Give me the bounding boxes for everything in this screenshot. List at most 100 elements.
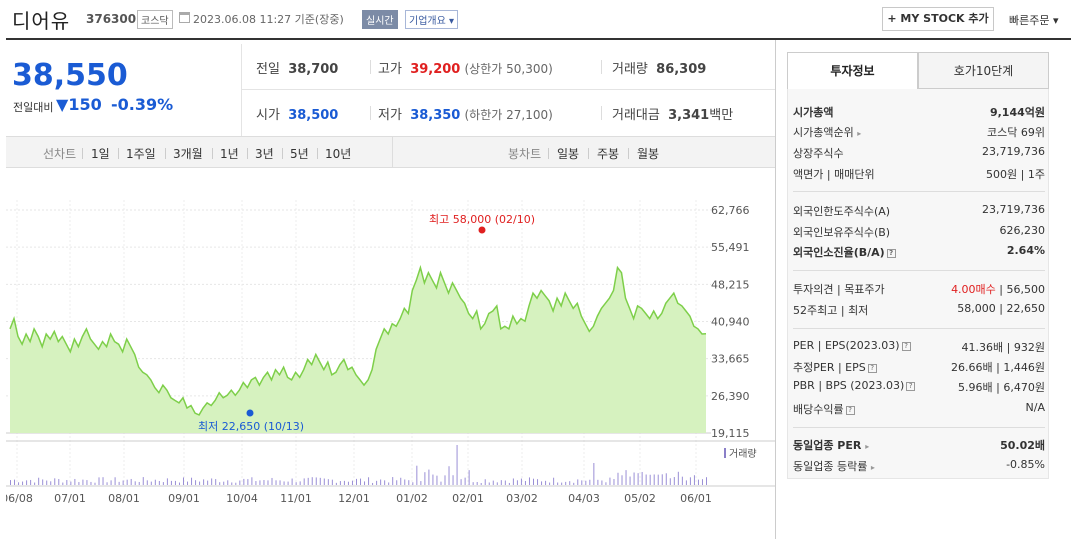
realtime-badge[interactable]: 실시간 <box>362 10 398 29</box>
tab-weekly[interactable]: 주봉 <box>597 147 620 161</box>
tab-3m[interactable]: 3개월 <box>173 147 203 161</box>
volume-bar <box>66 480 68 485</box>
volume-bar <box>271 477 273 485</box>
volume-bar <box>243 478 245 485</box>
per-value: 41.36배 <box>961 341 1004 354</box>
trade-amount: 거래대금 3,341백만 <box>612 104 733 123</box>
tab-invest-info[interactable]: 투자정보 <box>787 52 918 89</box>
target-label: 목표주가 <box>844 283 885 296</box>
sector-per-label: 동일업종 PER <box>793 439 862 452</box>
eps-label: EPS(2023.03) <box>824 339 900 352</box>
quick-order-dropdown[interactable]: 빠른주문 ▾ <box>1009 12 1059 28</box>
tab-daily[interactable]: 일봉 <box>557 147 580 161</box>
volume-bar <box>633 472 635 485</box>
help-icon[interactable]: ? <box>906 381 916 391</box>
y-tick-label: 62,766 <box>711 204 750 217</box>
low-label: 저가 <box>378 108 402 123</box>
volume-bar <box>178 482 180 485</box>
volume-bar <box>315 477 317 485</box>
divider <box>601 60 602 74</box>
volume-bar <box>673 477 675 485</box>
volume-bar <box>657 474 659 485</box>
divider <box>247 148 248 159</box>
est-eps-value: 1,446원 <box>1003 361 1045 374</box>
volume-bar <box>267 480 269 485</box>
volume-bar <box>613 479 615 485</box>
volume-bar <box>665 473 667 485</box>
volume-bars <box>10 445 707 485</box>
volume-bar <box>380 479 382 485</box>
tab-10y[interactable]: 10년 <box>325 147 352 161</box>
x-tick-label: 10/04 <box>226 492 258 505</box>
volume-bar <box>561 482 563 485</box>
volume-bar <box>146 480 148 485</box>
volume-bar <box>295 482 297 485</box>
volume-legend-swatch <box>724 448 726 458</box>
volume-bar <box>565 481 567 485</box>
foreign-limit-row: 외국인한도주식수(A) 23,719,736 <box>793 203 1045 221</box>
tab-order-book[interactable]: 호가10단계 <box>918 52 1049 89</box>
help-icon[interactable]: ? <box>901 341 911 351</box>
tab-1y[interactable]: 1년 <box>220 147 239 161</box>
volume-bar <box>392 477 394 485</box>
period-tab-bar <box>6 136 775 168</box>
tab-1d[interactable]: 1일 <box>91 147 110 161</box>
divider <box>212 148 213 159</box>
unit-value: 1주 <box>1027 168 1045 181</box>
volume-bar <box>126 479 128 485</box>
y-tick-label: 26,390 <box>711 390 750 403</box>
volume-bar <box>311 477 313 485</box>
price-chart[interactable]: 62,766 55,491 48,215 40,940 33,665 26,390 19,1… <box>6 195 775 515</box>
bps-value: 6,470원 <box>1003 381 1045 394</box>
volume-bar <box>416 465 418 485</box>
open-price: 시가 38,500 <box>256 104 338 123</box>
volume-bar <box>476 482 478 485</box>
help-icon[interactable]: ? <box>845 405 855 415</box>
x-tick-label: 05/02 <box>624 492 656 505</box>
volume-bar <box>689 477 691 485</box>
volume-bar <box>541 481 543 485</box>
volume-bar <box>94 482 96 485</box>
volume-bar <box>524 480 526 485</box>
tab-3y[interactable]: 3년 <box>255 147 274 161</box>
shares-label: 상장주식수 <box>793 147 844 160</box>
volume-bar <box>649 474 651 485</box>
volume-bar <box>207 480 209 485</box>
volume-bar <box>677 471 679 485</box>
foreign-hold-label: 외국인보유주식수(B) <box>793 226 891 239</box>
volume-bar <box>504 480 506 485</box>
volume-bar <box>653 474 655 485</box>
x-tick-label: 01/02 <box>396 492 428 505</box>
volume-bar <box>355 478 357 485</box>
y-tick-label: 40,940 <box>711 316 750 329</box>
volume-bar <box>400 477 402 485</box>
help-icon[interactable]: ? <box>886 248 896 258</box>
volume-bar <box>376 480 378 485</box>
rank-value: 코스닥 69위 <box>987 126 1045 139</box>
volume-bar <box>428 469 430 485</box>
volume-bar <box>516 480 518 485</box>
help-icon[interactable]: ? <box>867 363 877 373</box>
add-mystock-button[interactable]: + MY STOCK 추가 <box>882 7 994 31</box>
volume-bar <box>472 482 474 485</box>
company-info-dropdown[interactable]: 기업개요 ▾ <box>405 10 459 29</box>
sector-rate-value: -0.85% <box>1006 458 1045 471</box>
volume-bar <box>331 479 333 485</box>
volume-bar <box>408 480 410 485</box>
open-label: 시가 <box>256 108 280 123</box>
volume-bar <box>661 474 663 485</box>
tab-5y[interactable]: 5년 <box>290 147 309 161</box>
volume-bar <box>701 479 703 485</box>
dividend-label: 배당수익률 <box>793 403 844 416</box>
x-tick-label: 04/03 <box>568 492 600 505</box>
volume-bar <box>323 478 325 485</box>
volume-bar <box>327 479 329 485</box>
tab-monthly[interactable]: 월봉 <box>637 147 660 161</box>
volume-bar <box>601 480 603 485</box>
opinion-value: 4.00매수 <box>951 283 996 296</box>
tab-1w[interactable]: 1주일 <box>126 147 156 161</box>
amount-value: 3,341 <box>668 108 710 123</box>
est-per-label: 추정PER <box>793 361 835 374</box>
y-tick-label: 33,665 <box>711 353 750 366</box>
volume-bar <box>110 480 112 485</box>
